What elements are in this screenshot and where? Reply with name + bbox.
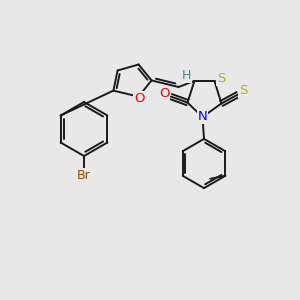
Text: S: S	[239, 84, 248, 98]
Text: O: O	[134, 92, 145, 105]
Text: S: S	[217, 72, 225, 85]
Text: H: H	[182, 69, 192, 82]
Text: O: O	[159, 87, 170, 100]
Text: Br: Br	[76, 169, 90, 182]
Text: N: N	[198, 110, 207, 124]
